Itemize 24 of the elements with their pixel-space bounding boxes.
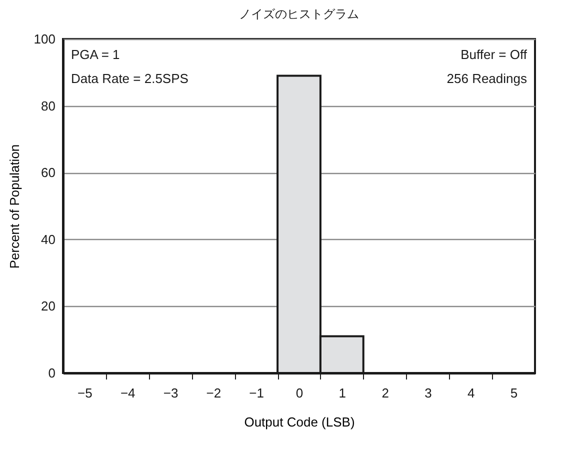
y-tick-label: 40 bbox=[41, 232, 56, 247]
x-tick-label: 1 bbox=[338, 386, 346, 400]
annotation: PGA = 1 bbox=[71, 47, 120, 62]
chart-title: ノイズのヒストグラム bbox=[239, 7, 359, 21]
y-tick-label: 20 bbox=[41, 298, 56, 314]
x-tick-label: −5 bbox=[78, 386, 92, 400]
annotation: 256 Readings bbox=[446, 71, 528, 86]
y-tick-label: 0 bbox=[48, 366, 56, 380]
y-axis-title: Percent of Population bbox=[6, 144, 22, 269]
x-tick-label: 3 bbox=[424, 386, 432, 400]
annotation: Buffer = Off bbox=[460, 47, 528, 62]
x-axis-title: Output Code (LSB) bbox=[244, 414, 355, 430]
x-tick-label: −3 bbox=[163, 386, 178, 400]
x-tick-label: 4 bbox=[468, 386, 475, 400]
y-tick-label: 100 bbox=[34, 32, 56, 46]
y-tick-label: 80 bbox=[41, 98, 56, 114]
y-tick-label: 60 bbox=[41, 165, 56, 180]
x-tick-label: −1 bbox=[249, 386, 264, 400]
x-tick-label: 5 bbox=[510, 386, 518, 400]
x-tick-label: 0 bbox=[296, 386, 304, 400]
x-tick-label: 2 bbox=[382, 386, 389, 400]
x-tick-label: −2 bbox=[206, 386, 222, 400]
annotation: Data Rate = 2.5SPS bbox=[71, 71, 189, 86]
x-tick-label: −4 bbox=[120, 386, 136, 400]
